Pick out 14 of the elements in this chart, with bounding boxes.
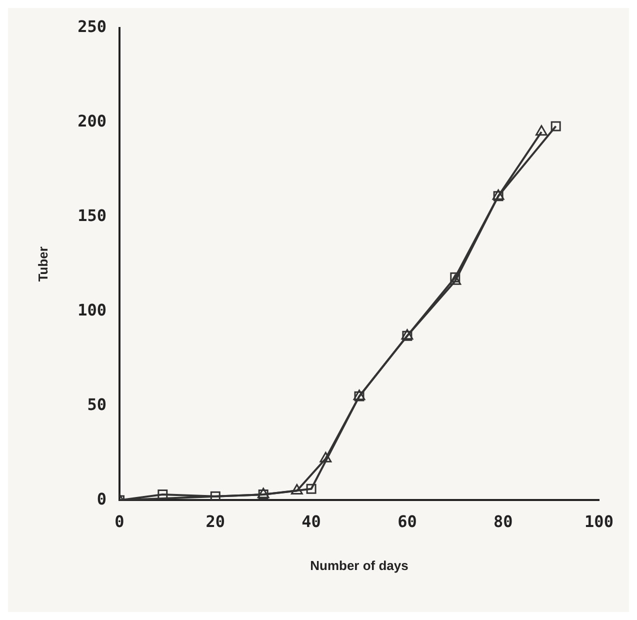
y-tick-label: 0 bbox=[96, 489, 106, 508]
y-tick-label: 50 bbox=[87, 394, 106, 414]
y-tick-label: 100 bbox=[78, 300, 106, 320]
x-tick-label: 0 bbox=[114, 512, 124, 531]
x-tick-label: 60 bbox=[398, 512, 417, 531]
x-tick-label: 20 bbox=[206, 512, 226, 531]
x-tick-label: 40 bbox=[302, 512, 321, 531]
y-tick-label: 150 bbox=[78, 206, 106, 226]
y-axis-title: Tuber bbox=[35, 246, 50, 282]
y-tick-label: 250 bbox=[78, 17, 106, 36]
x-axis-title: Number of days bbox=[310, 558, 408, 573]
y-tick-label: 200 bbox=[78, 112, 106, 131]
x-tick-label: 100 bbox=[584, 512, 614, 531]
x-tick-label: 80 bbox=[493, 512, 513, 531]
